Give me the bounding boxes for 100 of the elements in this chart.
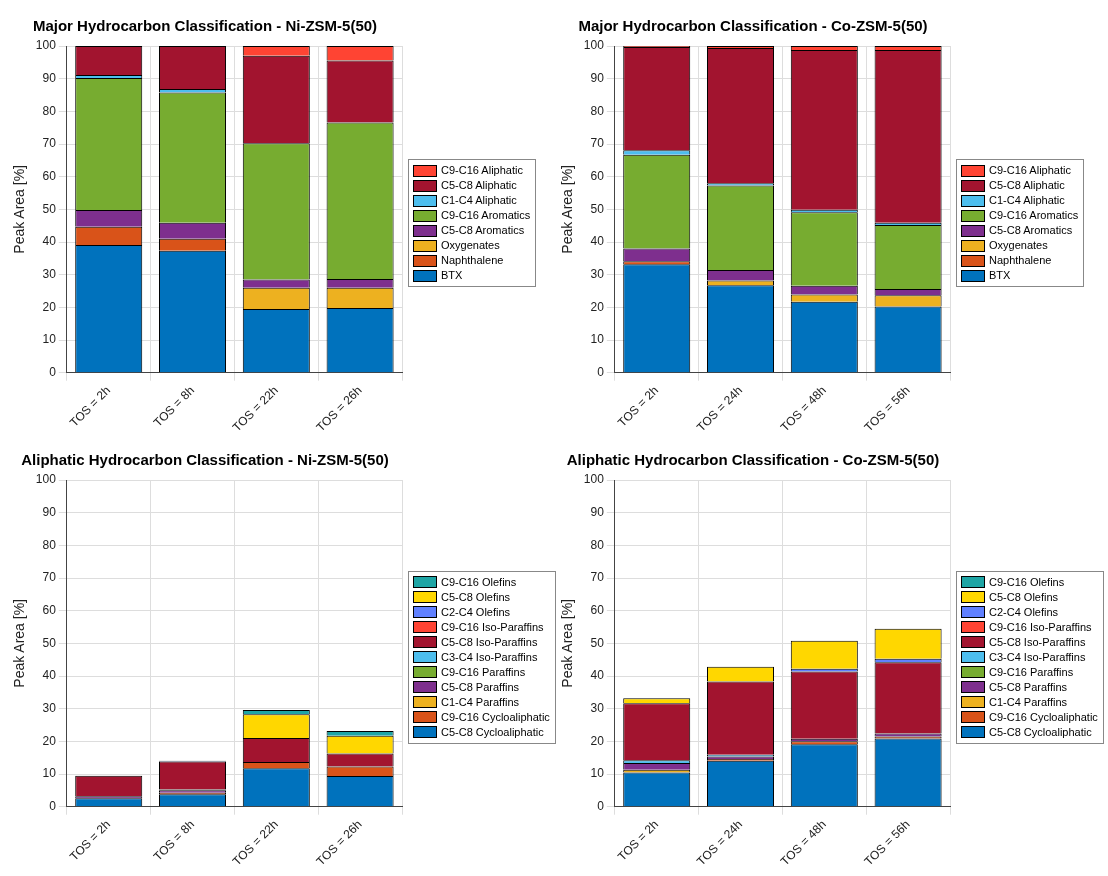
legend-label: C9-C16 Cycloaliphatic	[989, 709, 1098, 725]
y-tick-label: 30	[42, 701, 57, 715]
x-tick-label: TOS = 24h	[693, 817, 745, 869]
y-axis-title: Peak Area [%]	[11, 164, 28, 254]
y-tick-label: 30	[590, 267, 605, 281]
y-tick-label: 70	[590, 570, 605, 585]
legend-label: C5-C8 Iso-Paraffins	[989, 634, 1086, 650]
legend-label: C9-C16 Paraffins	[989, 664, 1074, 680]
y-axis-title: Peak Area [%]	[559, 164, 576, 254]
legend-label: C9-C16 Aliphatic	[989, 163, 1071, 178]
legend-label: C1-C4 Aliphatic	[989, 193, 1065, 208]
legend-label: C3-C4 Iso-Paraffins	[441, 649, 538, 665]
legend-label: C5-C8 Aromatics	[989, 223, 1073, 238]
legend-label: C5-C8 Cycloaliphatic	[989, 724, 1092, 740]
x-tick-label: TOS = 24h	[693, 383, 745, 435]
x-tick-label: TOS = 2h	[614, 817, 662, 864]
legend-label: C1-C4 Aliphatic	[441, 193, 517, 208]
y-tick-label: 80	[42, 103, 57, 118]
y-tick-label: 50	[42, 201, 57, 216]
y-tick-label: 100	[35, 472, 57, 487]
x-tick-label: TOS = 56h	[861, 383, 913, 435]
y-tick-label: 60	[590, 602, 605, 617]
legend-label: Naphthalene	[989, 253, 1052, 268]
legend-label: C9-C16 Olefins	[441, 574, 517, 590]
legend-label: C5-C8 Paraffins	[989, 679, 1068, 695]
y-tick-label: 20	[42, 733, 57, 748]
y-tick-label: 10	[590, 766, 605, 781]
legend-label: C5-C8 Aromatics	[441, 223, 525, 238]
y-tick-label: 0	[49, 365, 57, 380]
chart-title: Aliphatic Hydrocarbon Classification - Ni-ZSM-5(50)	[21, 451, 389, 469]
x-tick-label: TOS = 48h	[777, 817, 829, 869]
legend-label: BTX	[441, 268, 463, 283]
legend-label: C9-C16 Iso-Paraffins	[989, 619, 1092, 635]
y-tick-label: 20	[42, 299, 57, 314]
x-tick-label: TOS = 8h	[150, 383, 197, 430]
legend-label: C5-C8 Paraffins	[441, 679, 520, 695]
legend-label: C3-C4 Iso-Paraffins	[989, 649, 1086, 665]
legend-label: C2-C4 Olefins	[989, 604, 1059, 620]
legend-label: C9-C16 Paraffins	[441, 664, 526, 680]
legend-label: C1-C4 Paraffins	[441, 694, 520, 710]
x-tick-label: TOS = 8h	[150, 817, 197, 864]
legend-label: C2-C4 Olefins	[441, 604, 511, 620]
x-tick-label: TOS = 22h	[229, 817, 281, 869]
legend-label: C9-C16 Iso-Paraffins	[441, 619, 544, 635]
legend-label: Oxygenates	[441, 238, 500, 253]
y-tick-label: 100	[583, 38, 605, 53]
y-tick-label: 10	[42, 332, 57, 347]
y-tick-label: 50	[590, 201, 605, 216]
legend-label: Naphthalene	[441, 253, 504, 268]
y-tick-label: 70	[42, 570, 57, 585]
y-tick-label: 90	[42, 504, 57, 519]
legend-label: C9-C16 Olefins	[989, 574, 1065, 590]
legend-label: C5-C8 Olefins	[989, 589, 1059, 605]
y-tick-label: 60	[590, 168, 605, 183]
x-tick-label: TOS = 22h	[229, 383, 281, 435]
y-tick-label: 80	[590, 537, 605, 552]
legend-label: C5-C8 Aliphatic	[989, 178, 1065, 193]
y-axis-title: Peak Area [%]	[559, 598, 576, 688]
x-tick-label: TOS = 2h	[614, 383, 662, 430]
x-tick-label: TOS = 26h	[313, 383, 365, 435]
y-tick-label: 0	[597, 799, 605, 814]
chart-title: Aliphatic Hydrocarbon Classification - Co-ZSM-5(50)	[566, 451, 940, 469]
y-tick-label: 50	[590, 635, 605, 650]
y-tick-label: 0	[49, 799, 57, 814]
y-tick-label: 90	[590, 504, 605, 519]
x-tick-label: TOS = 56h	[861, 817, 913, 869]
y-tick-label: 40	[42, 668, 57, 683]
y-tick-label: 90	[42, 70, 57, 85]
y-tick-label: 90	[590, 70, 605, 85]
chart-title: Major Hydrocarbon Classification - Ni-ZSM-5(50)	[32, 17, 378, 35]
y-tick-label: 30	[590, 701, 605, 715]
legend-label: Oxygenates	[989, 238, 1048, 253]
legend-label: C1-C4 Paraffins	[989, 694, 1068, 710]
legend-label: C9-C16 Aliphatic	[441, 163, 523, 178]
y-tick-label: 40	[42, 234, 57, 249]
y-tick-label: 10	[42, 766, 57, 781]
y-tick-label: 70	[42, 136, 57, 151]
legend-label: C9-C16 Aromatics	[989, 208, 1079, 223]
legend-label: C5-C8 Cycloaliphatic	[441, 724, 544, 740]
legend-label: C9-C16 Aromatics	[441, 208, 531, 223]
x-tick-label: TOS = 2h	[66, 817, 114, 864]
y-tick-label: 100	[35, 38, 57, 53]
y-tick-label: 10	[590, 332, 605, 347]
y-axis-title: Peak Area [%]	[11, 598, 28, 688]
legend-label: C5-C8 Iso-Paraffins	[441, 634, 538, 650]
x-tick-label: TOS = 26h	[313, 817, 365, 869]
y-tick-label: 60	[42, 602, 57, 617]
legend-label: C5-C8 Olefins	[441, 589, 511, 605]
x-tick-label: TOS = 2h	[66, 383, 114, 430]
legend-label: BTX	[989, 268, 1011, 283]
y-tick-label: 0	[597, 365, 605, 380]
y-tick-label: 100	[583, 472, 605, 487]
y-tick-label: 40	[590, 668, 605, 683]
y-tick-label: 20	[590, 733, 605, 748]
legend-label: C9-C16 Cycloaliphatic	[441, 709, 550, 725]
chart-title: Major Hydrocarbon Classification - Co-ZSM-5(50)	[578, 17, 928, 35]
y-tick-label: 60	[42, 168, 57, 183]
y-tick-label: 80	[42, 537, 57, 552]
y-tick-label: 20	[590, 299, 605, 314]
y-tick-label: 40	[590, 234, 605, 249]
